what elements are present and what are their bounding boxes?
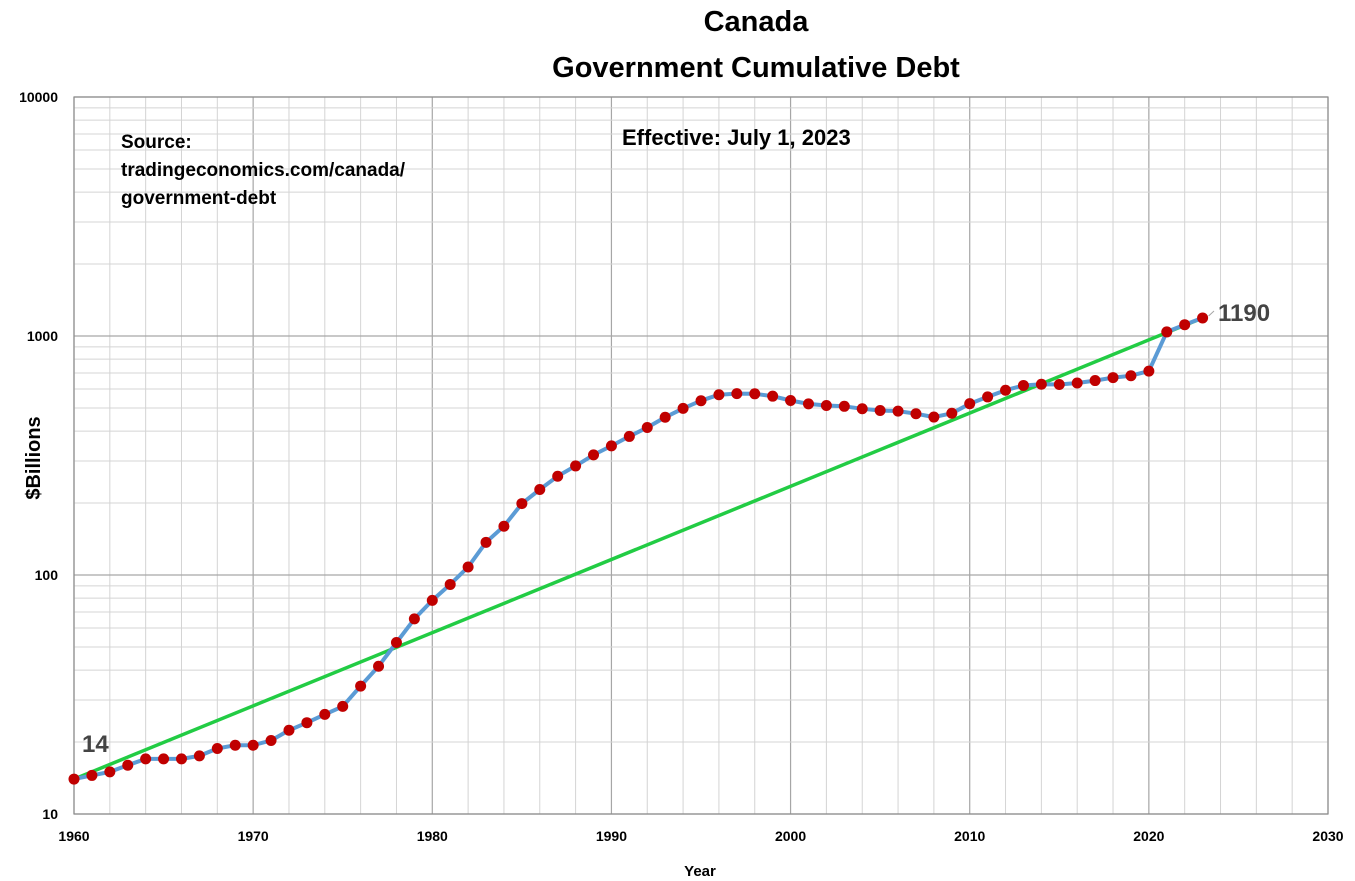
debt-data-point: [534, 483, 546, 495]
x-tick-label: 1990: [596, 828, 627, 844]
debt-data-point: [68, 773, 80, 785]
source-url-line1: tradingeconomics.com/canada/: [121, 160, 406, 181]
debt-data-point: [1089, 375, 1101, 387]
debt-data-point: [641, 422, 653, 434]
debt-data-point: [731, 388, 743, 400]
x-axis-ticks: 1960 1970 1980 1990 2000 2010 2020 2030: [58, 828, 1343, 844]
debt-data-point: [1035, 378, 1047, 390]
effective-date-note: Effective: July 1, 2023: [622, 125, 851, 150]
debt-data-point: [426, 594, 438, 606]
y-tick-label: 1000: [27, 328, 58, 344]
debt-data-point: [946, 407, 958, 419]
debt-data-point: [337, 700, 349, 712]
debt-data-point: [802, 398, 814, 410]
debt-data-point: [1179, 319, 1191, 331]
x-axis-label: Year: [684, 863, 716, 880]
debt-data-point: [373, 660, 385, 672]
y-tick-label: 10000: [19, 89, 58, 105]
debt-data-point: [820, 399, 832, 411]
debt-data-point: [1071, 377, 1083, 389]
debt-data-point: [928, 411, 940, 423]
debt-data-point: [319, 708, 331, 720]
debt-data-point: [1000, 384, 1012, 396]
debt-series-line: [73, 316, 1204, 782]
debt-data-point: [874, 404, 886, 416]
plot-frame: [73, 96, 1329, 815]
debt-data-point: [480, 536, 492, 548]
debt-data-point: [175, 753, 187, 765]
debt-data-point: [838, 400, 850, 412]
debt-data-point: [749, 388, 761, 400]
debt-data-point: [86, 769, 98, 781]
end-value-label: 1190: [1218, 300, 1270, 327]
x-tick-label: 2010: [954, 828, 985, 844]
debt-data-point: [516, 498, 528, 510]
debt-data-point: [982, 391, 994, 403]
debt-data-point: [659, 411, 671, 423]
debt-data-point: [193, 750, 205, 762]
y-tick-label: 100: [35, 567, 59, 583]
debt-data-point: [390, 636, 402, 648]
debt-data-point: [444, 578, 456, 590]
debt-data-point: [158, 753, 170, 765]
debt-data-point: [408, 613, 420, 625]
debt-data-point: [695, 395, 707, 407]
debt-data-point: [1161, 326, 1173, 338]
end-label-leader: [1208, 310, 1215, 317]
y-axis-label: $Billions: [23, 416, 45, 499]
debt-data-point: [247, 739, 259, 751]
debt-data-point: [623, 430, 635, 442]
debt-data-point: [910, 408, 922, 420]
debt-data-point: [570, 460, 582, 472]
debt-data-point: [588, 449, 600, 461]
x-tick-label: 1980: [417, 828, 448, 844]
debt-data-point: [211, 742, 223, 754]
debt-data-point: [265, 735, 277, 747]
source-url-line2: government-debt: [121, 188, 277, 209]
debt-data-point: [785, 395, 797, 407]
debt-data-point: [892, 405, 904, 417]
debt-data-point: [1107, 372, 1119, 384]
chart-subtitle: Government Cumulative Debt: [552, 52, 960, 84]
debt-data-point: [552, 470, 564, 482]
debt-data-point: [301, 717, 313, 729]
debt-data-point: [283, 724, 295, 736]
debt-data-point: [229, 739, 241, 751]
debt-data-point: [713, 389, 725, 401]
y-tick-label: 10: [42, 806, 58, 822]
debt-data-point: [1143, 365, 1155, 377]
x-tick-label: 2030: [1312, 828, 1343, 844]
debt-data-point: [122, 759, 134, 771]
debt-data-point: [355, 680, 367, 692]
x-tick-label: 1970: [238, 828, 269, 844]
trend-line: [73, 316, 1204, 781]
start-value-label: 14: [82, 731, 109, 758]
debt-data-point: [1125, 370, 1137, 382]
debt-data-point: [1197, 312, 1209, 324]
debt-data-point: [1053, 378, 1065, 390]
debt-data-point: [767, 390, 779, 402]
debt-data-point: [964, 398, 976, 410]
series-group: [68, 310, 1215, 785]
x-tick-label: 2020: [1133, 828, 1164, 844]
debt-data-point: [605, 440, 617, 452]
chart-title: Canada: [704, 6, 810, 38]
debt-data-point: [498, 520, 510, 532]
debt-data-point: [462, 561, 474, 573]
debt-data-point: [1017, 379, 1029, 391]
debt-data-point: [104, 766, 116, 778]
source-label: Source:: [121, 132, 192, 153]
x-tick-label: 1960: [58, 828, 89, 844]
y-axis-ticks: 10 100 1000 10000: [19, 89, 58, 822]
debt-data-point: [140, 753, 152, 765]
debt-data-point: [677, 402, 689, 414]
debt-data-point: [856, 403, 868, 415]
x-tick-label: 2000: [775, 828, 806, 844]
